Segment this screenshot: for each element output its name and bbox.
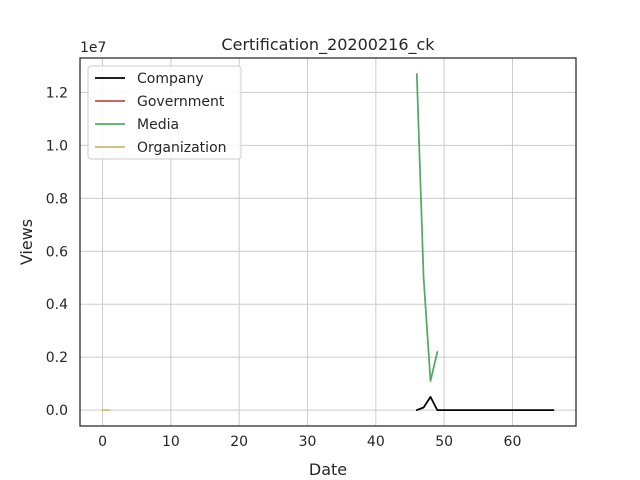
x-axis-label: Date [309,460,347,479]
legend-entry: Company [137,71,204,87]
plot-frame [79,57,577,427]
y-tick-label: 0.8 [46,191,68,207]
x-tick-label: 30 [299,434,317,450]
legend-entry: Media [137,117,179,133]
x-tick-label: 50 [435,434,453,450]
series-line-company [415,396,555,411]
y-axis-ticks: 0.0 0.2 0.4 0.6 0.8 1.0 1.2 [46,85,68,419]
y-multiplier-label: 1e7 [80,40,106,56]
legend: Company Government Media Organization [87,65,242,160]
y-tick-label: 0.2 [46,350,68,366]
x-tick-label: 40 [367,434,385,450]
y-axis-label: Views [17,219,36,265]
y-tick-label: 1.0 [46,138,68,154]
grid-lines [80,58,576,426]
x-tick-label: 60 [504,434,522,450]
x-tick-label: 10 [162,434,180,450]
y-tick-label: 0.4 [46,297,68,313]
legend-entry: Government [137,94,225,110]
y-tick-label: 1.2 [46,85,68,101]
legend-box [87,65,242,160]
series-line-media [415,73,439,382]
x-axis-ticks: 0 10 20 30 40 50 60 [98,434,521,450]
legend-entry: Organization [137,140,227,156]
series-lines [101,73,555,411]
y-tick-label: 0.6 [46,244,68,260]
x-tick-label: 20 [230,434,248,450]
x-tick-label: 0 [98,434,107,450]
chart-title: Certification_20200216_ck [221,35,435,55]
y-tick-label: 0.0 [46,403,68,419]
